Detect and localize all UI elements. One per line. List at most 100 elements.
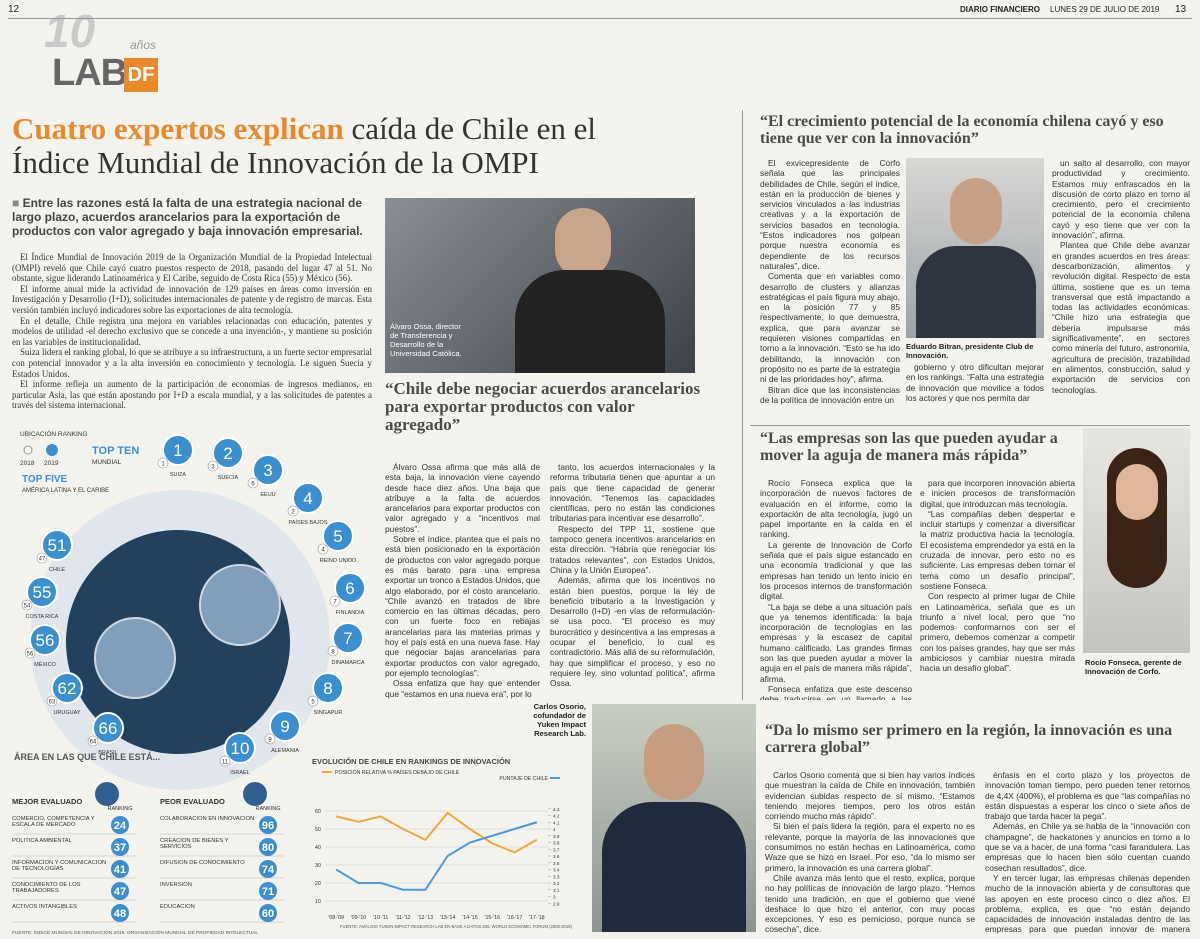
legend-label: PUNTAJE DE CHILE bbox=[499, 776, 548, 782]
rank: 47 bbox=[114, 886, 126, 898]
paragraph: El informe refleja un aumento de la part… bbox=[12, 379, 372, 411]
headline-rest: caída de Chile en el Índice Mundial de I… bbox=[12, 112, 596, 180]
rank-2018: 4 bbox=[321, 548, 325, 554]
rank-2019-circle bbox=[252, 454, 284, 486]
y2-tick-label: 3.1 bbox=[553, 888, 560, 893]
rank: 41 bbox=[114, 864, 126, 876]
rank-2018-circle bbox=[317, 543, 329, 555]
row-label: ACTIVOS INTANGIBLES bbox=[12, 904, 77, 910]
logo-years-word: años bbox=[130, 38, 157, 52]
country: CHILE bbox=[49, 567, 66, 573]
y-tick-label: 30 bbox=[315, 863, 321, 869]
rank-circle bbox=[111, 882, 129, 900]
rank-2019-circle bbox=[92, 712, 124, 744]
label: MEJOR EVALUADO bbox=[12, 797, 82, 806]
rank-2019-circle bbox=[224, 732, 256, 764]
x-tick-label: '08-'09 bbox=[328, 915, 344, 921]
paragraph: El Índice Mundial de Innovación 2019 de … bbox=[12, 252, 372, 284]
y-tick-label: 10 bbox=[315, 899, 321, 905]
row-label: COMERCIO, COMPETENCIA Y ESCALA DE MERCAD… bbox=[12, 816, 95, 829]
rank-2019: 3 bbox=[263, 461, 272, 480]
y2-tick-label: 3.2 bbox=[553, 881, 560, 886]
photo-bitran bbox=[906, 158, 1044, 338]
paragraph: “La baja se debe a una situación país qu… bbox=[760, 601, 912, 684]
row-label: INVERSIÓN bbox=[160, 882, 192, 888]
paragraph: Y en tercer lugar, las empresas chilenas… bbox=[985, 872, 1190, 936]
rank-2019: 7 bbox=[343, 629, 352, 648]
paragraph: Además, afirma que los incentivos no est… bbox=[550, 575, 715, 689]
rank-2018-circle bbox=[327, 645, 339, 657]
lead-text: Entre las razones está la falta de una e… bbox=[12, 196, 363, 238]
rank-2018-circle bbox=[46, 695, 58, 707]
rank-2018-circle bbox=[219, 755, 231, 767]
x-tick-label: '12-'13 bbox=[418, 915, 434, 921]
y2-tick-label: 4 bbox=[553, 827, 556, 832]
headline: Cuatro expertos explican caída de Chile … bbox=[12, 112, 652, 180]
x-tick-label: '16-'17 bbox=[507, 915, 523, 921]
row-label-box: CREACIÓN DE BIENES Y SERVICIOS bbox=[160, 838, 229, 851]
paragraph: Además, en Chile ya se habla de la “inno… bbox=[985, 821, 1190, 873]
column: para que incorporen innovación abierta e… bbox=[920, 478, 1075, 700]
label: AMÉRICA LATINA Y EL CARIBE bbox=[22, 487, 109, 494]
rank-2019-circle bbox=[334, 572, 366, 604]
paragraph: Bitran dice que las inconsistencias de l… bbox=[760, 384, 900, 405]
rank-circle bbox=[259, 838, 277, 856]
row-label: CONOCIMIENTO DE LOS TRABAJADORES bbox=[12, 882, 81, 895]
rank-2019-circle bbox=[332, 622, 364, 654]
paragraph: “Las compañías deben despertar e incluir… bbox=[920, 508, 1075, 591]
row-label: CREACIÓN DE BIENES Y SERVICIOS bbox=[160, 838, 229, 851]
country: SUIZA bbox=[170, 472, 187, 478]
rank-2018: 6 bbox=[251, 482, 255, 488]
page-number: 13 bbox=[1175, 4, 1187, 15]
rank-2019: 10 bbox=[231, 739, 250, 758]
paragraph: Rocío Fonseca explica que la incorporaci… bbox=[760, 478, 912, 540]
rank-2019: 51 bbox=[48, 536, 67, 555]
page-number: 12 bbox=[8, 4, 20, 15]
country: ISRAEL bbox=[230, 770, 250, 776]
paragraph: Fonseca enfatiza que este descenso debe … bbox=[760, 683, 912, 700]
label: EVOLUCIÓN DE CHILE EN RANKINGS DE INNOVA… bbox=[312, 757, 510, 766]
y2-tick-label: 3.5 bbox=[553, 861, 560, 866]
country: ALEMANIA bbox=[271, 748, 299, 754]
rank-2018: 5 bbox=[311, 700, 315, 706]
rank-2018-circle bbox=[87, 735, 99, 747]
row-label: POLÍTICA AMBIENTAL bbox=[12, 838, 72, 844]
rank: 80 bbox=[262, 842, 274, 854]
rank-circle bbox=[111, 838, 129, 856]
rank-2019: 56 bbox=[36, 631, 55, 650]
rank-2019: 4 bbox=[303, 489, 312, 508]
quote: “Da lo mismo ser primero en la región, l… bbox=[765, 722, 1173, 756]
y-tick-label: 40 bbox=[315, 845, 321, 851]
label: ÁREA EN LAS QUE CHILE ESTÁ... bbox=[14, 752, 160, 762]
row-label-box: COLABORACIÓN EN INNOVACIÓN bbox=[160, 816, 254, 822]
rank-circle bbox=[111, 816, 129, 834]
country: REINO UNIDO bbox=[320, 558, 357, 564]
quote: “El crecimiento potencial de la economía… bbox=[760, 113, 1164, 147]
label: FUENTE: ANÁLISIS YUKEN IMPACT RESEARCH L… bbox=[340, 924, 573, 929]
country: EEUU bbox=[260, 492, 275, 498]
photo-fonseca bbox=[1083, 428, 1190, 653]
caption: Eduardo Bitran, presidente Club de Innov… bbox=[906, 342, 1034, 360]
x-tick-label: '11-'12 bbox=[395, 915, 410, 921]
rank-2019-circle bbox=[51, 672, 83, 704]
column: Rocío Fonseca explica que la incorporaci… bbox=[760, 478, 912, 700]
label: RANKING bbox=[255, 806, 280, 812]
y2-tick-label: 2.9 bbox=[553, 901, 560, 906]
row-label-box: ACTIVOS INTANGIBLES bbox=[12, 904, 77, 910]
y2-tick-label: 3.9 bbox=[553, 834, 560, 839]
paragraph: Plantea que Chile debe avanzar en grande… bbox=[1052, 240, 1190, 395]
paragraph: Álvaro Ossa afirma que más allá de esta … bbox=[385, 462, 540, 534]
x-tick-label: '09-'10 bbox=[351, 915, 367, 921]
logo: 10 años LAB DF bbox=[44, 4, 164, 96]
globe bbox=[94, 617, 176, 699]
paragraph: Suiza lidera el ranking global, lo que s… bbox=[12, 347, 372, 379]
paragraph: un salto al desarrollo, con mayor produc… bbox=[1052, 158, 1190, 241]
caption: Rocío Fonseca, gerente de Innovación de … bbox=[1085, 658, 1182, 676]
paragraph: Chile avanza más lento que el resto, exp… bbox=[765, 872, 975, 935]
row-label-box: DIFUSIÓN DE CONOCIMIENTO bbox=[160, 860, 245, 866]
y2-tick-label: 3.3 bbox=[553, 874, 560, 879]
y2-tick-label: 3.4 bbox=[553, 868, 560, 873]
quote: “Las empresas son las que pueden ayudar … bbox=[760, 430, 1058, 464]
rank-2018: 56 bbox=[27, 652, 34, 658]
quote: “Chile debe negociar acuerdos arancelari… bbox=[385, 380, 701, 434]
